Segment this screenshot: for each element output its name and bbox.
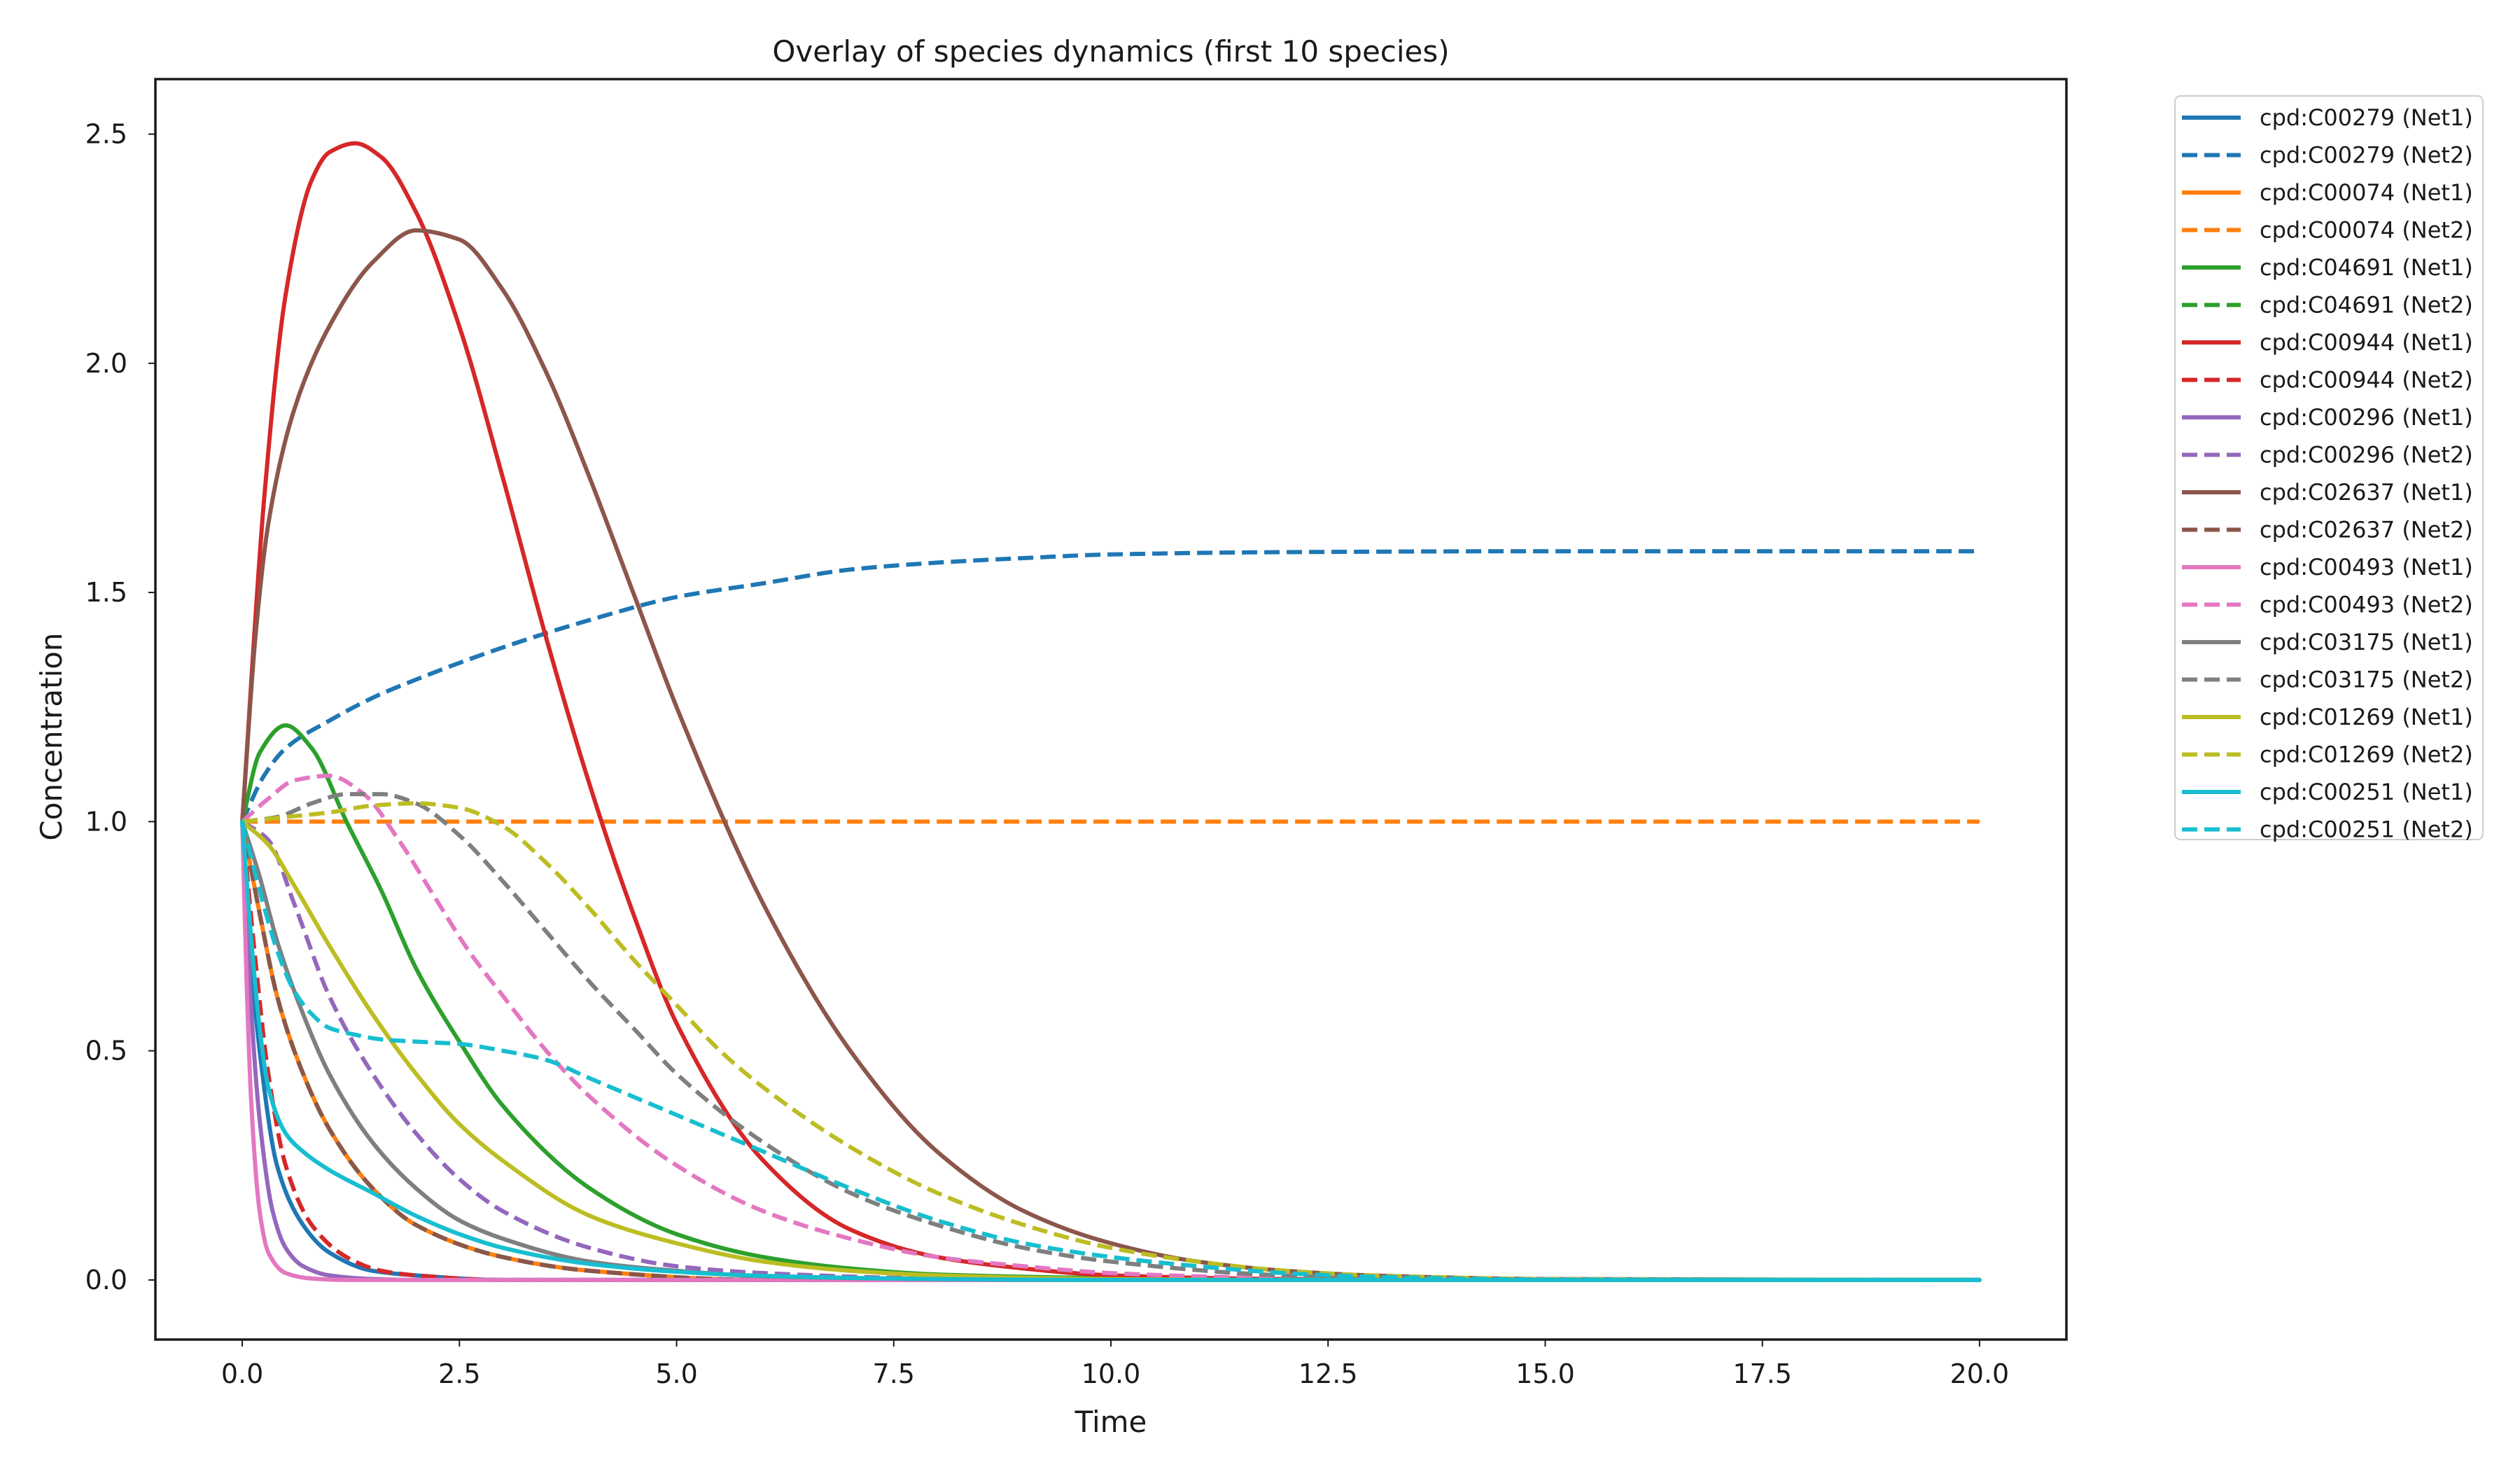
legend-label: cpd:C00279 (Net2) [2260, 142, 2473, 169]
x-tick-label: 2.5 [438, 1358, 480, 1389]
legend-label: cpd:C01269 (Net2) [2260, 742, 2473, 768]
legend-label: cpd:C00251 (Net2) [2260, 816, 2473, 843]
series-layer [240, 141, 1982, 1282]
legend-label: cpd:C00251 (Net1) [2260, 779, 2473, 805]
x-tick-label: 20.0 [1950, 1358, 2010, 1389]
series-line-cpd-c00279-net2 [240, 549, 1980, 823]
legend-label: cpd:C01269 (Net1) [2260, 704, 2473, 730]
x-tick-label: 15.0 [1516, 1358, 1575, 1389]
legend-label: cpd:C03175 (Net1) [2260, 629, 2473, 655]
legend-frame [2174, 95, 2484, 840]
x-axis-ticks: 0.0 2.5 5.0 7.5 10.0 12.5 15.0 17.5 20.0 [221, 1340, 2009, 1389]
legend-label: cpd:C03175 (Net2) [2260, 667, 2473, 693]
x-tick-label: 0.0 [221, 1358, 263, 1389]
legend-label: cpd:C00074 (Net2) [2260, 217, 2473, 244]
legend-label: cpd:C04691 (Net1) [2260, 254, 2473, 281]
y-axis-ticks: 0.0 0.5 1.0 1.5 2.0 2.5 [85, 119, 155, 1295]
series-line-cpd-c00493-net2 [241, 773, 1980, 1282]
series-line-cpd-c03175-net2 [241, 792, 1980, 1282]
legend: cpd:C00279 (Net1) cpd:C00279 (Net2) cpd:C0… [2174, 95, 2484, 843]
series-line-cpd-c01269-net2 [241, 801, 1980, 1282]
chart-title: Overlay of species dynamics (first 10 sp… [772, 34, 1449, 69]
legend-label: cpd:C00296 (Net1) [2260, 404, 2473, 431]
series-line-cpd-c00251-net1 [240, 819, 1982, 1282]
series-line-cpd-c00944-net1 [240, 141, 1982, 1282]
y-tick-label: 1.0 [85, 806, 127, 837]
plot-area-frame [154, 78, 2068, 1341]
legend-label: cpd:C00944 (Net1) [2260, 329, 2473, 356]
y-axis-label: Concentration [34, 632, 69, 840]
series-line-cpd-c02637-net1 [240, 228, 1982, 1282]
y-tick-label: 0.0 [85, 1265, 127, 1295]
y-tick-label: 0.5 [85, 1036, 127, 1066]
legend-items: cpd:C00279 (Net1) cpd:C00279 (Net2) cpd:C0… [2182, 104, 2473, 843]
legend-label: cpd:C00296 (Net2) [2260, 442, 2473, 468]
series-line-cpd-c02637-net2 [240, 821, 1980, 1282]
x-tick-label: 10.0 [1082, 1358, 1141, 1389]
y-tick-label: 2.5 [85, 119, 127, 150]
x-tick-label: 5.0 [655, 1358, 697, 1389]
legend-label: cpd:C00493 (Net2) [2260, 592, 2473, 618]
x-axis-label: Time [1074, 1405, 1147, 1439]
series-line-cpd-c04691-net1 [240, 723, 1982, 1282]
y-tick-label: 2.0 [85, 348, 127, 379]
legend-label: cpd:C04691 (Net2) [2260, 292, 2473, 319]
x-tick-label: 12.5 [1298, 1358, 1358, 1389]
legend-label: cpd:C02637 (Net1) [2260, 479, 2473, 506]
legend-label: cpd:C00279 (Net1) [2260, 104, 2473, 131]
y-tick-label: 1.5 [85, 577, 127, 608]
x-tick-label: 17.5 [1732, 1358, 1792, 1389]
legend-label: cpd:C00944 (Net2) [2260, 367, 2473, 394]
x-tick-label: 7.5 [873, 1358, 915, 1389]
legend-label: cpd:C00493 (Net1) [2260, 554, 2473, 580]
legend-label: cpd:C02637 (Net2) [2260, 517, 2473, 543]
series-line-cpd-c00251-net2 [240, 821, 1980, 1282]
legend-label: cpd:C00074 (Net1) [2260, 179, 2473, 206]
